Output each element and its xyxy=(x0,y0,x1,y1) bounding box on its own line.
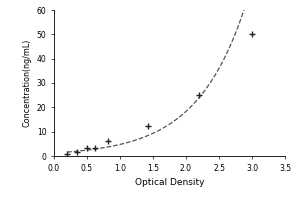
Y-axis label: Concentration(ng/mL): Concentration(ng/mL) xyxy=(22,39,31,127)
X-axis label: Optical Density: Optical Density xyxy=(135,178,204,187)
